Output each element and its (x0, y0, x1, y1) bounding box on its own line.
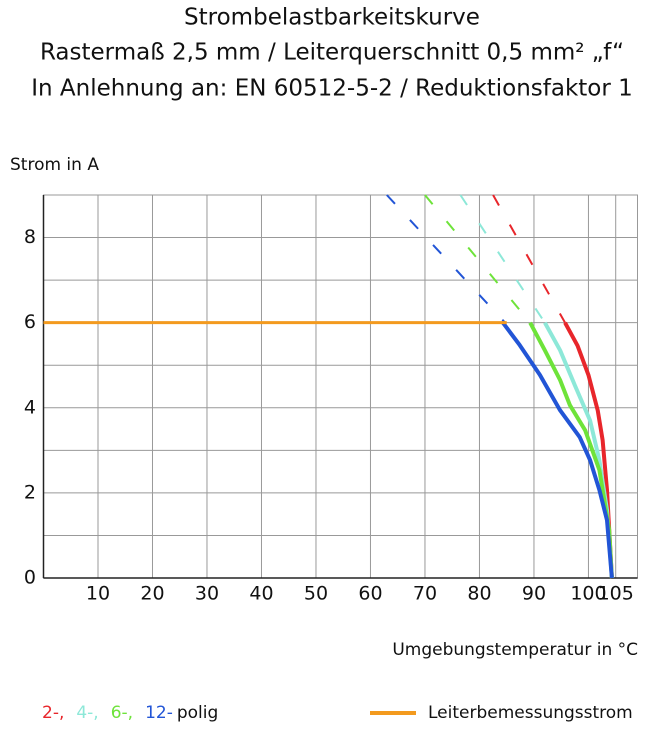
y-tick-label: 6 (24, 311, 36, 333)
series-line (563, 321, 614, 579)
chart-title: In Anlehnung an: EN 60512-5-2 / Reduktio… (31, 76, 633, 102)
series-extension (492, 194, 566, 324)
y-tick-label: 8 (24, 226, 36, 248)
x-tick-label: 90 (522, 583, 546, 605)
legend-label: 12- (145, 703, 173, 723)
y-tick-label: 2 (24, 481, 36, 503)
x-tick-label: 20 (140, 583, 164, 605)
chart-title: Strombelastbarkeitskurve (184, 5, 480, 31)
x-tick-label: 50 (304, 583, 328, 605)
legend-label: 2-, (42, 703, 64, 723)
x-tick-label: 60 (358, 583, 382, 605)
x-axis-label: Umgebungstemperatur in °C (392, 640, 638, 660)
x-tick-label: 100 (570, 583, 606, 605)
legend-suffix: polig (177, 703, 218, 723)
x-tick-label: 30 (195, 583, 219, 605)
series-extension (386, 194, 506, 324)
series-extension (459, 194, 546, 324)
x-tick-label: 70 (413, 583, 437, 605)
x-tick-label: 10 (86, 583, 110, 605)
y-tick-label: 4 (24, 396, 36, 418)
legend-label: 4-, (76, 703, 98, 723)
x-tick-label: 80 (467, 583, 491, 605)
legend-label: Leiterbemessungsstrom (428, 703, 633, 723)
y-axis-label: Strom in A (10, 155, 99, 175)
series-line (501, 321, 614, 579)
series-extension (424, 194, 531, 324)
x-tick-label: 40 (249, 583, 273, 605)
x-tick-label: 105 (598, 583, 634, 605)
chart-title: Rastermaß 2,5 mm / Leiterquerschnitt 0,5… (40, 40, 624, 66)
legend-label: 6-, (111, 703, 133, 723)
y-tick-label: 0 (24, 567, 36, 589)
